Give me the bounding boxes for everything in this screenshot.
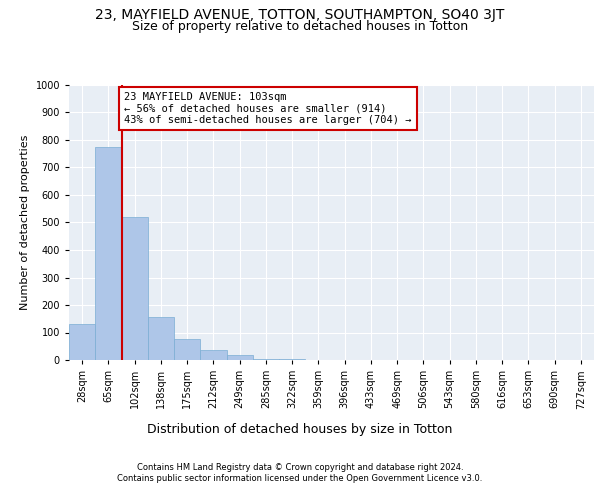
Bar bbox=[200, 350, 227, 360]
Bar bbox=[121, 217, 148, 360]
Bar bbox=[227, 354, 253, 360]
Bar bbox=[174, 340, 200, 360]
Bar bbox=[69, 324, 95, 360]
Text: Contains HM Land Registry data © Crown copyright and database right 2024.: Contains HM Land Registry data © Crown c… bbox=[137, 462, 463, 471]
Text: Distribution of detached houses by size in Totton: Distribution of detached houses by size … bbox=[148, 422, 452, 436]
Text: 23, MAYFIELD AVENUE, TOTTON, SOUTHAMPTON, SO40 3JT: 23, MAYFIELD AVENUE, TOTTON, SOUTHAMPTON… bbox=[95, 8, 505, 22]
Bar bbox=[95, 147, 121, 360]
Bar bbox=[253, 358, 279, 360]
Text: 23 MAYFIELD AVENUE: 103sqm
← 56% of detached houses are smaller (914)
43% of sem: 23 MAYFIELD AVENUE: 103sqm ← 56% of deta… bbox=[124, 92, 412, 125]
Text: Contains public sector information licensed under the Open Government Licence v3: Contains public sector information licen… bbox=[118, 474, 482, 483]
Text: Size of property relative to detached houses in Totton: Size of property relative to detached ho… bbox=[132, 20, 468, 33]
Bar bbox=[148, 318, 174, 360]
Y-axis label: Number of detached properties: Number of detached properties bbox=[20, 135, 30, 310]
